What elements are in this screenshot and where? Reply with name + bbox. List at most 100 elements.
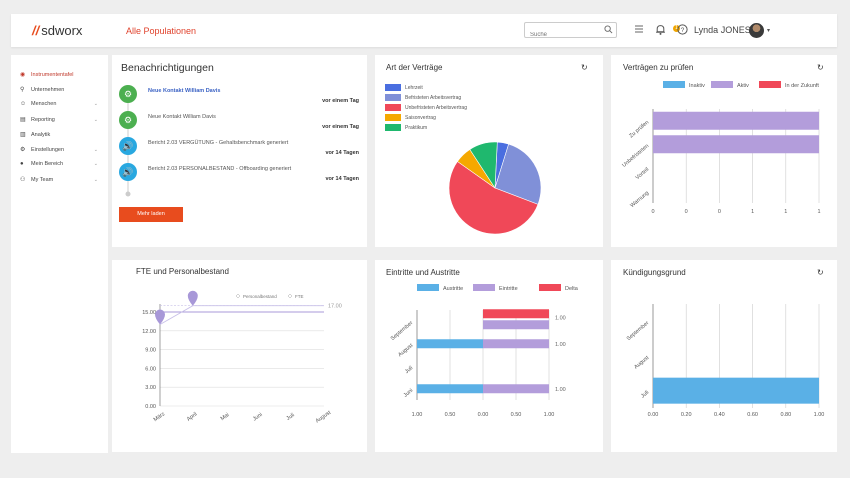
gear-icon: ⚙: [119, 85, 137, 103]
x-tick-label: März: [153, 411, 167, 423]
legend-item[interactable]: Praktikum: [385, 124, 427, 131]
refresh-icon[interactable]: ↻: [817, 63, 824, 72]
people-icon: ☺: [20, 101, 27, 107]
legend-swatch[interactable]: [759, 81, 781, 88]
refresh-icon[interactable]: ↻: [817, 268, 824, 277]
y-tick-label: Vorteil: [635, 167, 651, 181]
y-tick-label: September: [390, 320, 415, 342]
chevron-down-icon[interactable]: ⌄: [93, 101, 98, 107]
sidebar-item-mein-bereich[interactable]: ● Mein Bereich ⌄: [20, 161, 104, 167]
y-tick-label: August: [397, 342, 414, 358]
legend-label: FTE: [295, 294, 304, 299]
dashboard-icon: ◉: [20, 72, 26, 78]
legend-swatch: [385, 84, 401, 91]
bar[interactable]: [653, 377, 819, 404]
series-line[interactable]: [159, 305, 324, 325]
sidebar-item-analytik[interactable]: ▥ Analytik: [20, 131, 104, 139]
legend-swatch[interactable]: [417, 284, 439, 291]
notification-text: Bericht 2.03 VERGÜTUNG - Gehaltsbenchmar…: [148, 140, 289, 146]
legend-swatch[interactable]: [473, 284, 495, 291]
x-tick-label: 1: [817, 209, 820, 215]
y-tick-label: Zu prüfen: [628, 120, 650, 140]
search-input[interactable]: [525, 28, 601, 42]
logo-mark-icon: //: [32, 23, 40, 38]
sidebar-item-reporting[interactable]: ▤ Reporting ⌄: [20, 116, 104, 124]
y-tick-label: 6.00: [145, 366, 156, 372]
pie-slice[interactable]: [469, 141, 498, 189]
legend-swatch[interactable]: [711, 81, 733, 88]
bell-icon[interactable]: [655, 24, 666, 35]
user-name[interactable]: Lynda JONES: [694, 25, 751, 35]
notification-time: vor einem Tag: [322, 98, 359, 104]
y-tick-label: 3.00: [145, 385, 156, 391]
sidebar-item-menschen[interactable]: ☺ Menschen ⌄: [20, 101, 104, 107]
data-point-marker[interactable]: [155, 309, 165, 325]
x-tick-label: 0.00: [648, 412, 659, 418]
legend-label: Befristeten Arbeitsvertrag: [405, 94, 462, 101]
top-bar: // sdworx Alle Populationen 1 ? Lynda JO…: [11, 14, 837, 47]
refresh-icon[interactable]: ↻: [581, 63, 588, 72]
legend-item[interactable]: Saisonvertrag: [385, 114, 436, 121]
y-tick-label: 0.00: [145, 404, 156, 410]
bar[interactable]: [483, 384, 549, 394]
sidebar-item-label: Instrumententafel: [31, 71, 74, 78]
legend-item[interactable]: Befristeten Arbeitsvertrag: [385, 94, 461, 101]
chevron-down-icon[interactable]: ▾: [767, 28, 771, 34]
x-tick-label: 1.00: [544, 412, 555, 418]
sidebar-item-unternehmen[interactable]: ⚲ Unternehmen: [20, 86, 104, 94]
population-selector[interactable]: Alle Populationen: [126, 26, 197, 36]
bar[interactable]: [417, 384, 483, 394]
fte-title: FTE und Personalbestand: [136, 267, 229, 276]
pie-slice[interactable]: [448, 161, 539, 235]
x-tick-label: 0.60: [747, 412, 758, 418]
y-tick-label: Warnung: [629, 190, 650, 209]
legend-item[interactable]: Unbefristeten Arbeitsvertrag: [385, 104, 467, 111]
chevron-down-icon[interactable]: ⌄: [93, 161, 98, 167]
termination-title: Kündigungsgrund: [623, 268, 686, 277]
notification-time: vor 14 Tagen: [325, 150, 359, 156]
legend-swatch[interactable]: [663, 81, 685, 88]
chevron-down-icon[interactable]: ⌄: [93, 176, 98, 183]
legend-label: Saisonvertrag: [405, 114, 436, 121]
sidebar-item-my-team[interactable]: ⚇ My Team ⌄: [20, 176, 104, 184]
avatar[interactable]: [749, 23, 764, 38]
y-tick-label: Juni: [403, 388, 415, 399]
menu-list-icon[interactable]: [634, 24, 644, 34]
search-icon[interactable]: [604, 25, 613, 34]
settings-icon: ⚙: [20, 147, 26, 153]
search-box[interactable]: [524, 22, 617, 42]
pie-slice[interactable]: [494, 143, 542, 205]
legend-label: In der Zukunft: [785, 83, 819, 89]
load-more-button[interactable]: Mehr laden: [119, 207, 183, 222]
sidebar-item-einstellungen[interactable]: ⚙ Einstellungen ⌄: [20, 146, 104, 154]
legend-swatch[interactable]: [287, 293, 293, 299]
y-tick-label: 9.00: [145, 348, 156, 354]
speaker-icon: 🔊: [119, 137, 137, 155]
legend-item[interactable]: Lehrzeit: [385, 84, 423, 91]
legend-swatch[interactable]: [235, 293, 241, 299]
sidebar-item-instrumententafel[interactable]: ◉ Instrumententafel: [20, 71, 104, 79]
bar[interactable]: [483, 320, 549, 330]
review-title: Verträgen zu prüfen: [623, 63, 694, 72]
help-icon[interactable]: ?: [677, 24, 688, 35]
data-point-marker[interactable]: [187, 290, 198, 306]
x-tick-label: August: [315, 410, 333, 425]
gear-icon: ⚙: [119, 111, 137, 129]
fte-line-chart: 0.00 3.00 6.00 9.00 12.00 15.00 März April Mai Ju…: [142, 290, 342, 425]
legend-label: Inaktiv: [689, 83, 705, 89]
legend-label: Delta: [565, 286, 579, 292]
bar[interactable]: [653, 111, 819, 130]
notification-text[interactable]: Neue Kontakt William Davis: [148, 88, 221, 94]
chevron-down-icon[interactable]: ⌄: [93, 116, 98, 123]
bar[interactable]: [483, 339, 549, 349]
user-icon: ●: [20, 161, 24, 167]
notification-time: vor 14 Tagen: [325, 176, 359, 182]
x-tick-label: 1: [784, 209, 787, 215]
analytics-icon: ▥: [20, 132, 26, 138]
bar[interactable]: [653, 135, 819, 154]
chevron-down-icon[interactable]: ⌄: [93, 146, 98, 153]
legend-swatch[interactable]: [539, 284, 561, 291]
logo[interactable]: // sdworx: [32, 23, 82, 38]
bar[interactable]: [483, 309, 549, 319]
bar[interactable]: [417, 339, 483, 349]
